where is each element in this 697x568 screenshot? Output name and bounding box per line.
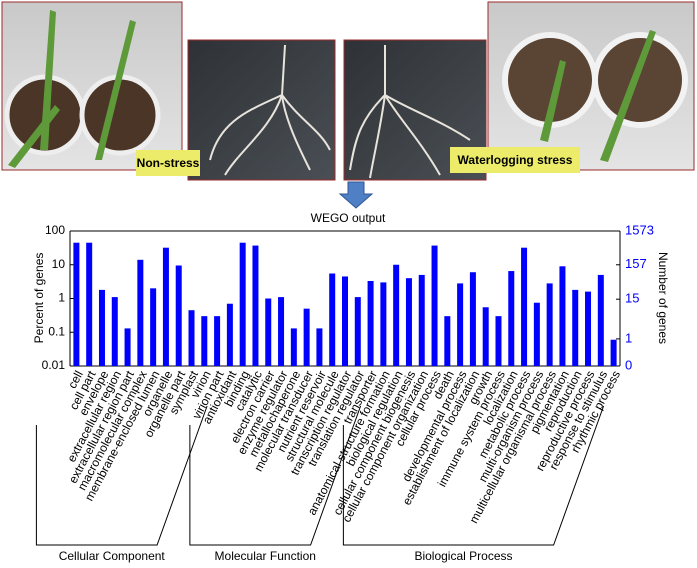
y2-tick-label: 157 <box>625 256 647 271</box>
y2-axis-label: Number of genes <box>656 252 670 344</box>
y-tick-label: 1 <box>58 291 65 305</box>
y-axis-label: Percent of genes <box>32 253 46 344</box>
bar <box>265 298 272 366</box>
bar <box>201 316 208 366</box>
bar <box>521 247 528 366</box>
bar <box>303 308 310 366</box>
bar <box>418 274 425 366</box>
y2-tick-label: 0 <box>625 357 632 372</box>
pot <box>592 32 688 128</box>
bar <box>444 316 451 366</box>
chart-title: WEGO output <box>311 211 386 225</box>
bar <box>214 316 221 366</box>
y-tick-label: 0.1 <box>48 324 65 338</box>
bar <box>175 265 182 366</box>
bar <box>316 328 323 366</box>
bar <box>495 316 502 366</box>
bar <box>342 276 348 366</box>
bar <box>559 266 566 366</box>
bar <box>585 291 592 366</box>
bar <box>533 302 540 366</box>
group-bracket <box>342 405 605 546</box>
bar <box>610 339 617 366</box>
bar <box>597 274 604 366</box>
group-bracket <box>35 405 208 546</box>
bar <box>380 282 387 366</box>
bar <box>508 271 515 366</box>
arrow <box>338 181 374 209</box>
bar <box>137 259 144 366</box>
bar <box>546 283 553 366</box>
photo <box>187 39 336 181</box>
y-tick-label: 10 <box>52 257 66 271</box>
bar <box>124 328 131 366</box>
bar <box>469 272 476 366</box>
bar <box>457 283 464 366</box>
bar <box>73 242 80 366</box>
photo-panel: Non-stress Waterlogging stress <box>1 1 695 209</box>
roots <box>349 45 471 179</box>
y2-tick-label: 1573 <box>625 222 654 237</box>
leaf <box>8 10 136 168</box>
label-box <box>136 150 200 176</box>
bar <box>162 247 169 366</box>
y-tick-label: 100 <box>45 223 65 237</box>
bar <box>226 303 233 366</box>
roots <box>209 44 331 176</box>
bar <box>393 264 400 366</box>
bar <box>111 297 118 366</box>
photo-label: Non-stress <box>137 156 200 170</box>
bar <box>150 288 157 366</box>
y2-tick-label: 1 <box>625 330 632 345</box>
group-bracket <box>189 405 362 546</box>
bar <box>354 297 361 366</box>
group-label: Cellular Component <box>59 549 166 563</box>
bar <box>482 307 489 366</box>
bar <box>572 289 579 366</box>
bar <box>252 245 259 366</box>
bar <box>98 289 105 366</box>
bar <box>239 242 246 366</box>
bar <box>86 242 93 366</box>
group-label: Molecular Function <box>215 549 316 563</box>
label-box <box>450 147 580 173</box>
photo-label: Waterlogging stress <box>458 153 573 167</box>
bar <box>367 281 374 366</box>
group-label: Biological Process <box>414 549 512 563</box>
y-tick-label: 0.01 <box>42 358 66 372</box>
pot <box>79 74 161 156</box>
bar <box>188 310 195 366</box>
bar <box>290 328 297 366</box>
bar <box>405 278 412 366</box>
bar <box>329 273 336 366</box>
bar <box>431 245 438 366</box>
y2-tick-label: 15 <box>625 291 639 306</box>
bar <box>278 297 285 366</box>
